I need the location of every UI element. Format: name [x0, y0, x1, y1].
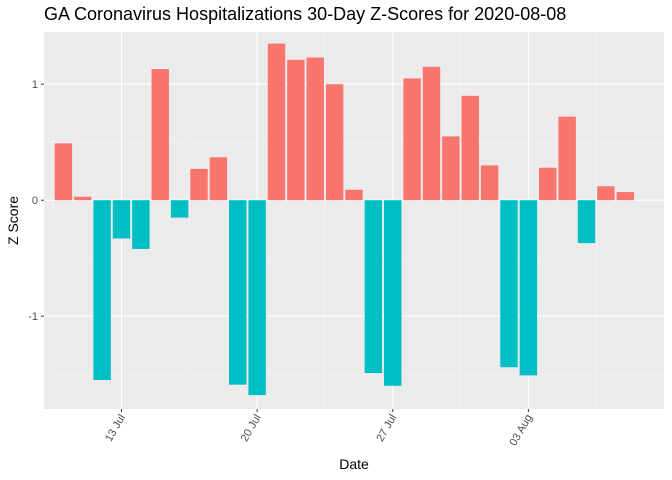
bar-2020-07-19	[229, 200, 247, 385]
bar-2020-07-23	[306, 57, 324, 201]
y-axis: -1 0 1	[28, 79, 44, 323]
bar-2020-07-11	[74, 196, 92, 201]
x-axis: 13 Jul 20 Jul 27 Jul 03 Aug	[103, 409, 535, 448]
bar-2020-07-31	[461, 95, 479, 201]
bar-2020-08-06	[577, 200, 596, 244]
x-axis-title: Date	[339, 456, 369, 472]
bar-2020-08-04	[539, 167, 557, 201]
bar-2020-08-03	[519, 200, 538, 376]
bar-2020-07-14	[132, 200, 150, 249]
bar-2020-08-02	[500, 200, 518, 368]
y-axis-title: Z Score	[5, 196, 21, 245]
bar-2020-08-01	[480, 165, 499, 201]
bar-2020-08-07	[597, 186, 615, 201]
bar-2020-07-22	[287, 59, 305, 201]
bars	[54, 43, 634, 396]
bar-2020-07-16	[170, 200, 189, 218]
x-tick-label: 13 Jul	[103, 413, 128, 444]
bar-2020-07-29	[422, 66, 441, 201]
y-tick-label: 1	[32, 79, 38, 91]
bar-2020-07-28	[403, 78, 421, 201]
x-tick-label: 20 Jul	[239, 413, 264, 444]
bar-2020-07-20	[248, 200, 266, 396]
y-tick-label: -1	[28, 311, 38, 323]
bar-2020-07-24	[325, 84, 344, 201]
x-tick-label: 03 Aug	[507, 413, 535, 449]
bar-2020-07-17	[190, 168, 208, 201]
y-tick-label: 0	[32, 195, 38, 207]
bar-2020-07-13	[112, 200, 131, 239]
bar-2020-07-30	[442, 136, 460, 201]
chart-title: GA Coronavirus Hospitalizations 30-Day Z…	[44, 4, 567, 24]
bar-2020-07-25	[345, 189, 363, 201]
bar-2020-07-12	[93, 200, 111, 380]
bar-2020-07-15	[151, 69, 169, 201]
bar-2020-07-26	[364, 200, 383, 374]
bar-2020-08-08	[616, 192, 634, 201]
bar-2020-08-05	[558, 116, 576, 201]
bar-2020-07-27	[384, 200, 402, 386]
x-tick-label: 27 Jul	[374, 413, 399, 444]
minor-gridlines	[44, 32, 664, 409]
bar-2020-07-21	[267, 43, 286, 201]
bar-2020-07-10	[54, 143, 73, 201]
bar-2020-07-18	[209, 157, 228, 201]
